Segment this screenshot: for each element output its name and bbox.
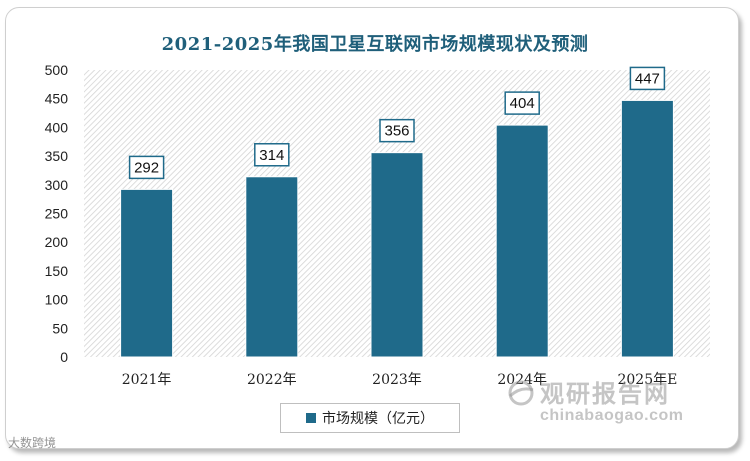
legend-swatch <box>306 413 316 423</box>
data-label-box <box>128 155 165 180</box>
y-tick-label: 50 <box>52 320 68 336</box>
y-tick-label: 350 <box>45 148 69 164</box>
bar <box>620 99 674 358</box>
data-label: 447 <box>635 70 660 87</box>
y-tick-label: 100 <box>45 292 69 308</box>
data-label-box <box>504 91 540 115</box>
data-label: 292 <box>134 159 159 176</box>
chart-title: 2021-2025年我国卫星互联网市场规模现状及预测 <box>161 34 589 55</box>
corner-watermark: 大数跨境 <box>8 436 57 450</box>
data-label: 314 <box>259 147 284 164</box>
legend-label: 市场规模（亿元） <box>322 411 434 427</box>
data-label-box <box>379 118 415 143</box>
y-tick-label: 400 <box>45 119 69 135</box>
data-label-box <box>629 66 666 91</box>
y-tick-label: 0 <box>60 349 68 365</box>
data-label: 356 <box>384 123 409 140</box>
x-category-label: 2023年 <box>372 372 422 388</box>
bar <box>120 188 174 358</box>
globe-logo-icon <box>508 380 534 406</box>
x-category-label: 2021年 <box>122 372 172 388</box>
data-label-box <box>254 143 290 167</box>
watermark: 观研报告网 chinabaogao.com <box>508 374 684 425</box>
y-tick-label: 250 <box>45 206 69 222</box>
data-label: 404 <box>510 95 535 112</box>
y-tick-label: 150 <box>45 263 69 279</box>
x-category-label: 2024年 <box>497 372 547 388</box>
y-tick-label: 300 <box>45 177 69 193</box>
y-tick-label: 450 <box>45 91 69 107</box>
x-category-label: 2022年 <box>247 372 297 388</box>
bar <box>495 124 549 358</box>
y-tick-label: 500 <box>45 62 69 78</box>
bar <box>245 176 299 358</box>
x-category-label: 2025年E <box>617 372 677 388</box>
y-tick-label: 200 <box>45 234 69 250</box>
bar <box>370 152 424 358</box>
watermark-cn: 观研报告网 <box>540 380 670 408</box>
watermark-en: chinabaogao.com <box>540 407 684 424</box>
legend: 市场规模（亿元） <box>280 403 460 433</box>
